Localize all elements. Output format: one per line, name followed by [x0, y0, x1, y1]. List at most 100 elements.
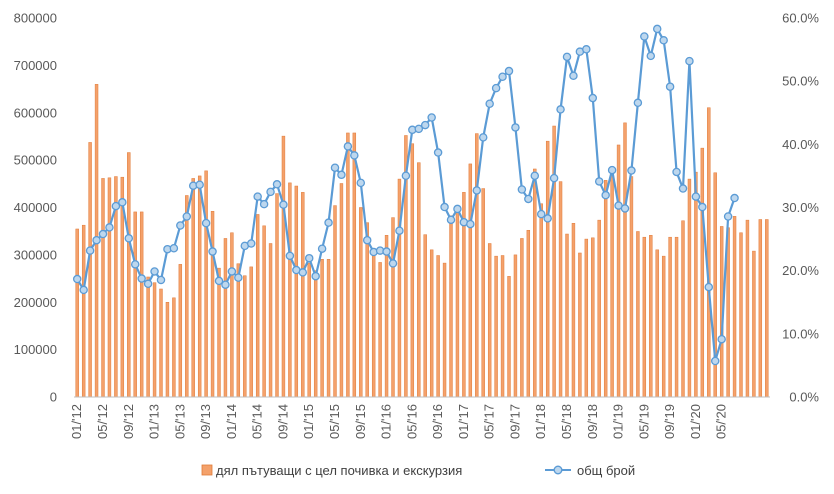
bar: [230, 232, 234, 398]
bar: [410, 143, 415, 398]
bar: [268, 243, 273, 398]
line-point: [601, 190, 610, 200]
line-point: [652, 24, 662, 34]
bar: [223, 238, 228, 398]
left-tick-label: 800000: [14, 11, 57, 26]
bar: [159, 288, 163, 398]
x-tick-label: 09/'15: [353, 404, 368, 439]
line-point: [279, 200, 288, 209]
bar: [752, 250, 756, 398]
bar: [545, 140, 550, 398]
line-point: [414, 124, 424, 134]
bar: [578, 252, 582, 398]
line-point: [130, 260, 140, 269]
line-point: [343, 142, 353, 151]
line-point: [395, 226, 404, 235]
bar: [597, 219, 601, 398]
line-point: [227, 267, 237, 276]
line-point: [246, 239, 256, 248]
line-point: [208, 247, 217, 256]
bar: [494, 255, 498, 398]
x-tick-label: 05/'17: [482, 404, 497, 439]
bar: [165, 302, 170, 398]
line-point: [536, 209, 546, 219]
bar: [81, 224, 86, 398]
bar: [107, 177, 112, 398]
x-tick-label: 05/'18: [559, 404, 574, 439]
line-point: [466, 219, 475, 229]
line-point: [285, 251, 295, 261]
line-point: [85, 246, 95, 255]
line-point: [665, 82, 675, 91]
line-point: [543, 214, 552, 223]
x-tick-label: 09/'17: [507, 404, 522, 439]
left-tick-label: 700000: [14, 58, 57, 73]
line-point: [504, 66, 514, 76]
line-series: [72, 24, 739, 366]
legend-label-line: общ брой: [577, 463, 635, 478]
line-point: [446, 215, 456, 225]
left-tick-label: 500000: [14, 153, 57, 168]
line-point: [118, 198, 127, 207]
right-axis-ticks: 0.0% 10.0% 20.0% 30.0% 40.0% 50.0% 60.0%: [782, 11, 819, 405]
line-point: [659, 36, 668, 45]
bar: [378, 262, 382, 398]
right-tick-label: 20.0%: [782, 263, 819, 278]
bar: [417, 162, 421, 398]
bar: [694, 171, 698, 398]
line-point: [214, 276, 224, 286]
line-point: [234, 273, 243, 282]
x-tick-label: 05/'12: [95, 404, 110, 439]
x-tick-label: 05/'14: [250, 404, 265, 439]
bar: [642, 236, 647, 398]
line-point: [730, 193, 739, 203]
line-point: [633, 98, 643, 108]
bar: [333, 205, 337, 398]
line-point: [498, 72, 507, 82]
x-tick-label: 05/'16: [404, 404, 419, 439]
bar: [301, 192, 305, 398]
line-point: [710, 356, 720, 366]
line-point: [111, 201, 121, 211]
line-point: [640, 32, 649, 41]
line-point: [156, 275, 166, 285]
x-tick-label: 01/'16: [379, 404, 394, 439]
line-point: [588, 93, 598, 103]
bar: [172, 297, 176, 398]
line-point: [620, 204, 630, 213]
line-point: [137, 274, 146, 283]
line-point: [594, 177, 604, 186]
bar: [152, 282, 157, 398]
line-point: [298, 268, 308, 277]
bar: [758, 219, 763, 398]
bar: [346, 132, 350, 398]
bar: [765, 219, 769, 398]
bar: [197, 175, 202, 398]
line-point: [72, 274, 82, 284]
line-point: [440, 202, 449, 212]
line-point: [324, 218, 333, 227]
bar: [178, 264, 183, 398]
line-point: [627, 166, 636, 175]
line-point: [150, 267, 159, 276]
bar: [623, 122, 627, 398]
bar: [249, 266, 253, 398]
bar: [636, 231, 640, 398]
line-point: [549, 173, 559, 183]
line-point: [485, 99, 494, 109]
bar: [449, 215, 453, 398]
line-point: [201, 218, 211, 228]
x-tick-label: 09/'19: [662, 404, 677, 439]
bar: [391, 217, 395, 398]
line-point: [401, 171, 411, 181]
line-point: [266, 187, 275, 197]
bar: [655, 249, 659, 398]
bar: [191, 178, 195, 398]
line-point: [362, 235, 372, 245]
left-tick-label: 100000: [14, 342, 57, 357]
bar: [185, 195, 189, 398]
line-point: [356, 178, 366, 188]
line-point: [330, 163, 340, 172]
bar: [423, 234, 427, 398]
bar: [127, 152, 131, 398]
